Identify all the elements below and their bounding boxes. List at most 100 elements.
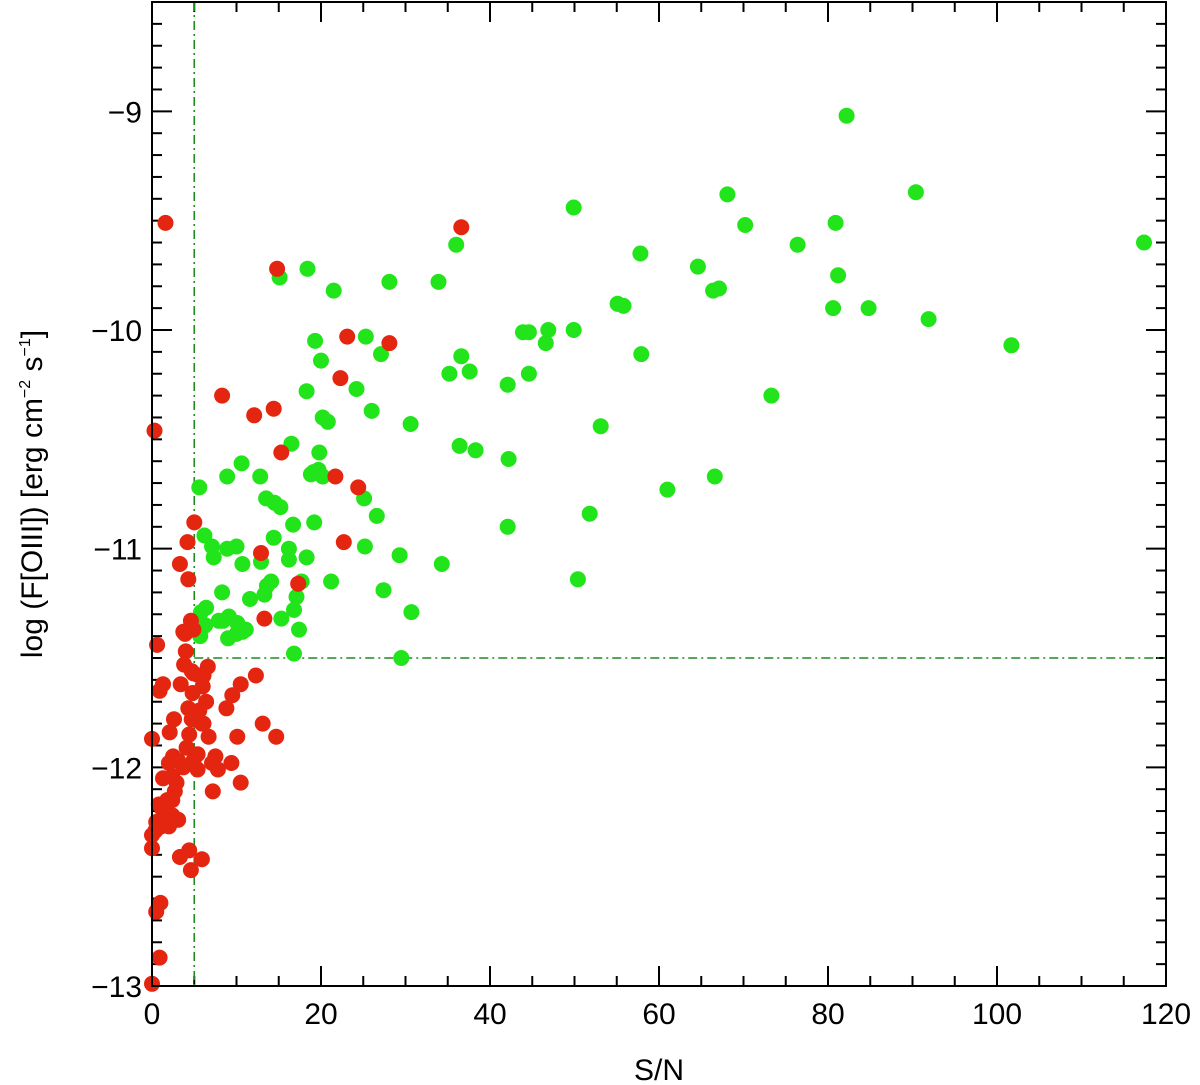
- red-data-point: [273, 444, 290, 461]
- x-tick-label: 120: [1141, 998, 1191, 1031]
- green-data-point: [705, 282, 722, 299]
- green-data-point: [467, 442, 484, 459]
- green-data-point: [393, 650, 410, 666]
- green-data-point: [838, 107, 855, 124]
- red-data-point: [149, 636, 166, 653]
- red-data-point: [184, 685, 201, 701]
- red-data-point: [290, 575, 307, 592]
- red-data-point: [223, 755, 240, 771]
- green-data-point: [306, 514, 323, 531]
- red-data-point: [161, 724, 178, 741]
- x-tick-label: 0: [144, 998, 161, 1031]
- green-data-point: [592, 418, 609, 435]
- green-data-point: [314, 468, 331, 485]
- green-data-point: [242, 591, 258, 607]
- x-tick-label: 40: [473, 998, 506, 1031]
- red-data-point: [155, 770, 171, 787]
- green-data-point: [285, 516, 302, 533]
- green-data-point: [286, 645, 302, 662]
- green-data-point: [737, 217, 754, 233]
- green-data-point: [311, 444, 328, 461]
- x-tick-label: 80: [811, 998, 844, 1031]
- green-data-point: [381, 273, 398, 290]
- axis-ticks: [151, 1, 1167, 987]
- red-data-point: [189, 761, 206, 778]
- green-data-point: [860, 300, 877, 317]
- data-points: [144, 107, 1152, 992]
- green-data-point: [1136, 234, 1152, 251]
- red-data-point: [232, 676, 249, 693]
- green-data-point: [307, 332, 324, 349]
- green-data-point: [265, 529, 282, 546]
- green-data-point: [356, 538, 373, 555]
- green-data-point: [441, 365, 458, 382]
- y-axis-title: log (F[OIII]) [erg cm−2 s−1]: [16, 330, 49, 658]
- green-data-point: [375, 582, 392, 599]
- red-data-point: [146, 422, 163, 439]
- green-data-point: [323, 573, 340, 590]
- green-data-point: [191, 479, 208, 496]
- red-data-point: [209, 761, 226, 778]
- green-data-point: [719, 186, 736, 203]
- green-data-point: [220, 630, 237, 647]
- y-axis-title-prefix: log (F[OIII]) [erg cm: [16, 398, 49, 658]
- green-data-point: [827, 214, 844, 231]
- red-data-point: [218, 700, 235, 717]
- x-tick-label: 60: [642, 998, 675, 1031]
- red-data-point: [381, 335, 398, 352]
- green-data-point: [233, 455, 250, 472]
- red-data-point: [195, 715, 212, 732]
- red-data-point: [332, 370, 349, 387]
- y-axis-title-exp2: −1: [17, 338, 34, 356]
- green-data-point: [825, 300, 842, 317]
- green-data-point: [499, 518, 516, 535]
- red-data-point: [214, 387, 231, 404]
- red-data-point: [256, 610, 273, 627]
- green-data-point: [632, 245, 649, 262]
- green-data-point: [325, 282, 342, 299]
- green-data-point: [540, 322, 557, 338]
- threshold-lines: [193, 2, 1166, 986]
- y-tick-label: −12: [91, 752, 142, 785]
- red-data-point: [327, 468, 344, 485]
- red-data-point: [224, 687, 241, 704]
- green-data-point: [198, 599, 215, 616]
- red-data-point: [247, 667, 264, 684]
- red-data-point: [350, 479, 367, 496]
- y-tick-label: −11: [93, 534, 142, 567]
- green-data-point: [272, 499, 289, 516]
- red-data-point: [175, 623, 192, 640]
- red-data-point: [177, 643, 194, 660]
- green-data-point: [273, 610, 290, 627]
- green-data-point: [214, 584, 231, 601]
- green-data-point: [920, 311, 937, 328]
- green-data-point: [615, 297, 632, 314]
- green-data-point: [205, 549, 222, 566]
- y-axis-title-suffix: ]: [16, 330, 49, 338]
- x-tick-label: 20: [304, 998, 337, 1031]
- green-data-point: [451, 437, 468, 454]
- green-data-point: [280, 551, 297, 568]
- green-data-point: [313, 352, 329, 369]
- green-data-point: [453, 348, 470, 365]
- green-data-point: [219, 468, 236, 485]
- green-data-point: [298, 549, 315, 566]
- green-data-point: [256, 586, 273, 603]
- red-data-point: [246, 407, 263, 424]
- red-data-point: [265, 400, 282, 417]
- red-data-point: [151, 682, 168, 699]
- green-data-point: [500, 451, 517, 467]
- x-tick-label: 100: [972, 998, 1022, 1031]
- green-data-point: [403, 604, 420, 621]
- plot-frame: [151, 1, 1167, 987]
- green-data-point: [357, 328, 374, 345]
- green-data-point: [499, 376, 516, 393]
- green-data-point: [520, 324, 537, 341]
- green-data-point: [689, 258, 706, 275]
- green-data-point: [373, 346, 389, 363]
- y-axis-title-mid: s: [16, 356, 49, 379]
- red-data-point: [181, 726, 198, 743]
- green-data-point: [537, 335, 554, 352]
- red-data-point: [166, 711, 182, 728]
- red-data-point: [186, 514, 203, 531]
